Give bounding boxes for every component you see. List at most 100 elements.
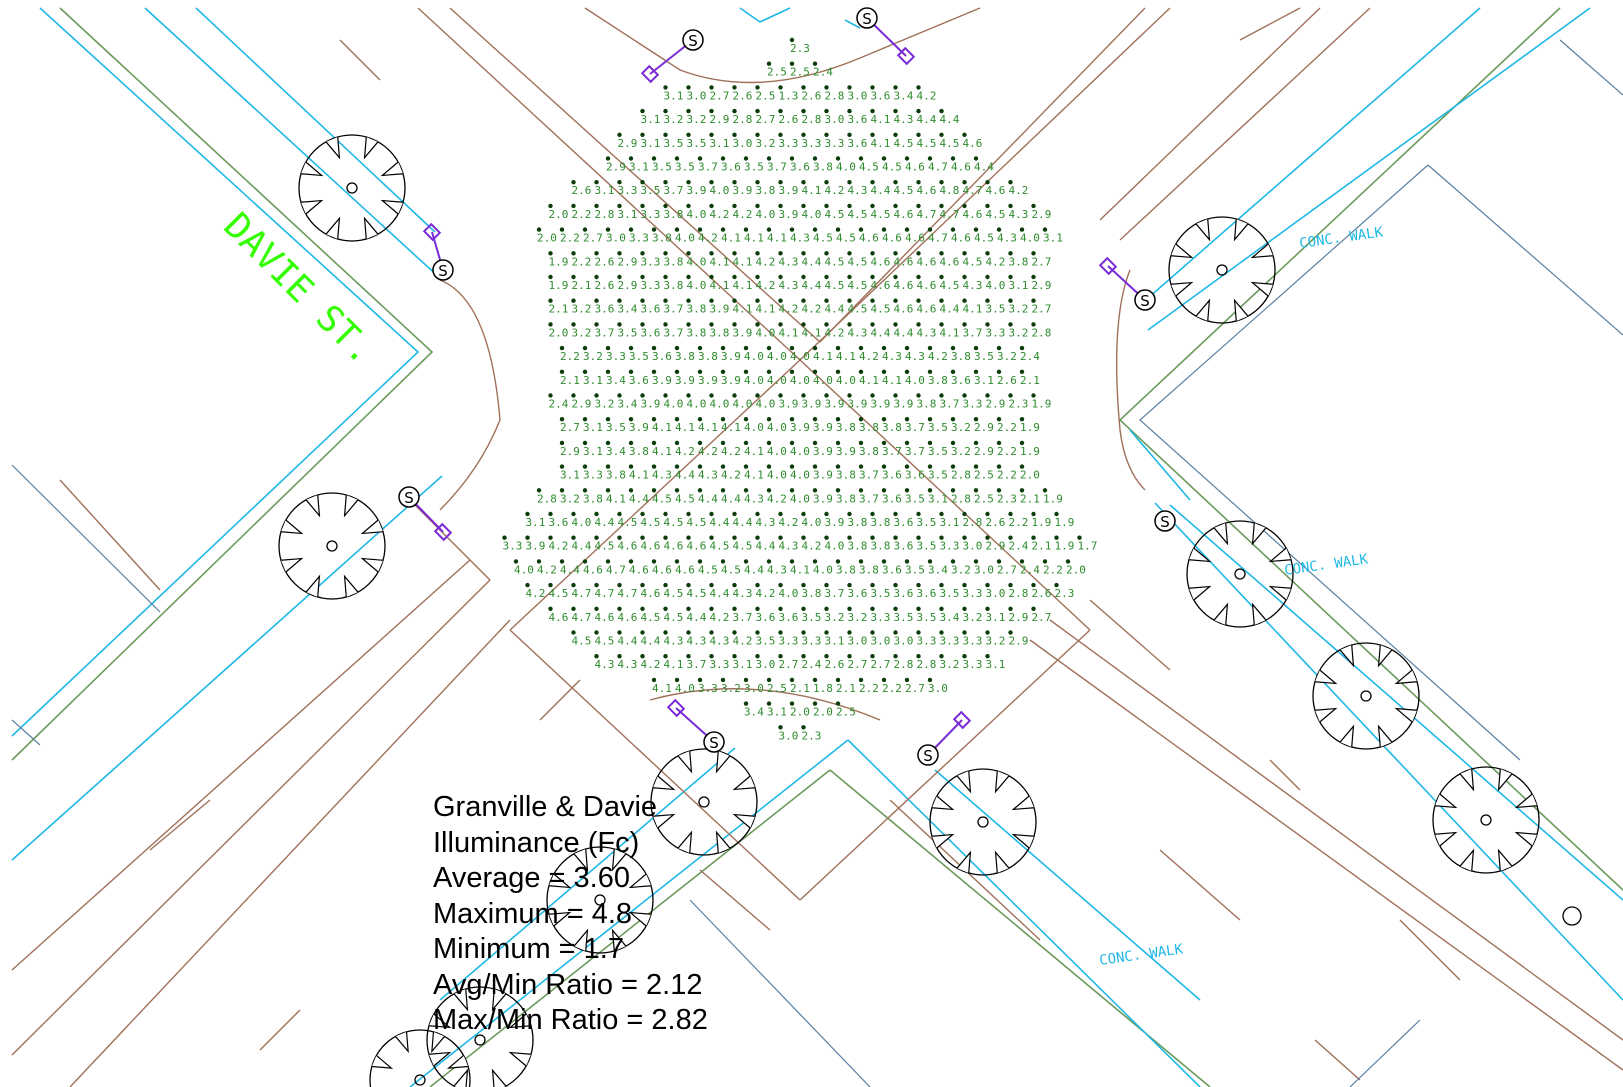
calc-value: 3.8 [629,445,649,458]
calc-value: 1.9 [549,279,569,292]
calc-point [686,535,691,540]
calc-point [904,464,910,469]
calc-value: 3.8 [871,540,891,553]
calc-point [1019,345,1025,351]
calc-point [709,251,714,256]
calc-value: 3.1 [641,113,661,126]
calc-point [571,535,576,540]
calc-value: 4.5 [687,516,707,529]
calc-value: 2.6 [595,279,615,292]
calc-value: 2.0 [537,232,557,245]
calc-value: 2.9 [1032,208,1052,221]
calc-point [502,535,507,540]
illuminance-legend: Granville & Davie Illuminance (Fc) Avera… [433,790,708,1039]
calc-point [559,440,565,446]
calc-value: 4.0 [802,208,822,221]
calc-point [996,559,1002,564]
calc-point [663,630,668,635]
calc-point [571,322,576,327]
calc-value: 4.0 [802,516,822,529]
calc-value: 3.0 [606,232,626,245]
calc-value: 3.8 [848,540,868,553]
calc-value: 4.0 [836,161,856,174]
calc-point [835,227,841,232]
calc-value: 4.0 [1020,232,1040,245]
calc-point [640,108,645,114]
calc-point [778,298,783,303]
calc-value: 3.1 [928,492,948,505]
calc-value: 3.7 [595,326,615,339]
calc-point [789,61,795,66]
calc-value: 2.7 [871,658,891,671]
calc-value: 4.0 [664,398,684,411]
calc-point [559,417,565,422]
calc-value: 4.2 [721,445,741,458]
calc-point [640,511,645,517]
calc-value: 4.1 [744,445,764,458]
calc-point [893,606,898,611]
calc-value: 3.3 [963,398,983,411]
calc-point [893,582,898,588]
tree-symbols [278,134,1582,1087]
calc-point [835,156,841,161]
calc-value: 4.7 [595,587,615,600]
calc-point [973,345,979,351]
calc-value: 4.4 [974,161,994,174]
svg-text:S: S [438,262,448,280]
calc-value: 4.2 [825,326,845,339]
calc-value: 4.5 [836,232,856,245]
calc-value: 3.9 [871,398,891,411]
calc-value: 2.6 [779,113,799,126]
calc-value: 2.4 [802,658,822,671]
calc-value: 3.6 [595,303,615,316]
calc-value: 3.6 [882,492,902,505]
calc-point [743,488,749,493]
calc-point [663,322,668,327]
calc-point [571,393,576,398]
calc-point [605,464,611,469]
calc-point [709,393,714,398]
calc-point [801,725,806,730]
calc-point [778,535,783,540]
calc-value: 4.0 [744,421,764,434]
calc-value: 4.1 [733,303,753,316]
calc-point [617,393,622,398]
calc-value: 4.4 [721,492,741,505]
calc-value: 2.7 [560,421,580,434]
calc-point [755,654,760,659]
svg-text:S: S [1140,292,1150,310]
calc-point [881,369,887,374]
tree-icon [369,1029,471,1087]
calc-point [651,464,657,469]
calc-point [651,369,657,374]
calc-point [1031,322,1036,327]
calc-value: 4.0 [675,232,695,245]
calc-value: 4.5 [698,563,718,576]
calc-point [663,251,668,256]
calc-point [824,606,829,611]
calc-point [732,274,737,280]
calc-value: 4.5 [940,279,960,292]
calc-value: 2.8 [825,89,845,102]
calc-value: 3.6 [848,137,868,150]
calc-point [870,108,875,114]
calc-value: 1.9 [1055,540,1075,553]
calc-value: 3.5 [744,161,764,174]
calc-value: 2.6 [595,255,615,268]
calc-value: 3.6 [790,161,810,174]
calc-value: 2.9 [1009,611,1029,624]
calc-value: 2.1 [1020,374,1040,387]
calc-value: 3.9 [894,398,914,411]
calc-point [732,322,737,327]
calc-point [847,298,852,303]
calc-point [709,274,714,280]
calc-point [847,535,852,540]
calc-point [628,464,634,469]
calc-value: 3.6 [756,611,776,624]
calc-point [548,606,553,611]
calc-point [950,156,956,161]
calc-value: 3.5 [928,469,948,482]
calc-value: 3.5 [928,445,948,458]
calc-point [801,132,806,137]
calc-point [824,108,829,114]
